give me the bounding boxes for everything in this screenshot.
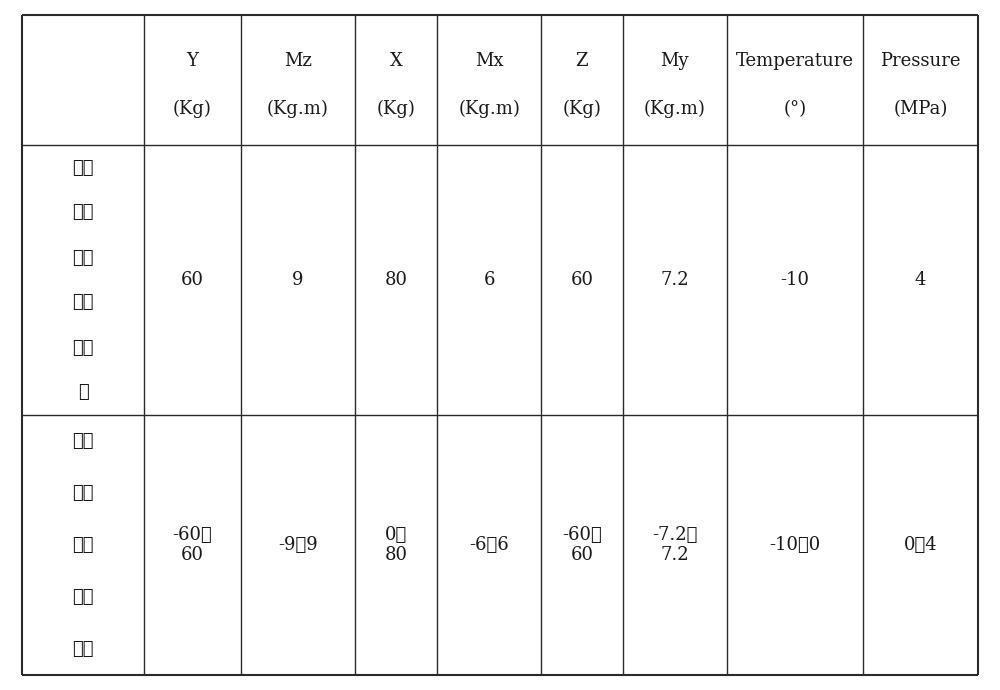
Text: 0～
80: 0～ 80 [385,526,408,564]
Text: 6: 6 [483,271,495,289]
Text: 7.2: 7.2 [660,271,689,289]
Text: (Kg.m): (Kg.m) [458,99,520,118]
Text: My: My [661,52,689,70]
Text: Pressure: Pressure [880,52,961,70]
Text: -7.2～
7.2: -7.2～ 7.2 [652,526,697,564]
Text: 试验: 试验 [72,159,94,177]
Text: X: X [390,52,403,70]
Text: -10～0: -10～0 [769,536,821,554]
Text: Temperature: Temperature [736,52,854,70]
Text: 模型: 模型 [72,204,94,221]
Text: -6～6: -6～6 [469,536,509,554]
Text: 限载: 限载 [72,339,94,357]
Text: (Kg): (Kg) [563,99,601,118]
Text: (Kg): (Kg) [377,99,416,118]
Text: 80: 80 [385,271,408,289]
Text: 的极: 的极 [72,293,94,311]
Text: (°): (°) [783,99,807,117]
Text: 承受: 承受 [72,248,94,266]
Text: 4: 4 [915,271,926,289]
Text: (Kg): (Kg) [173,99,212,118]
Text: 天平: 天平 [72,484,94,502]
Text: 荷: 荷 [78,384,89,402]
Text: -60～
60: -60～ 60 [173,526,212,564]
Text: 推力: 推力 [72,432,94,450]
Text: Mz: Mz [284,52,312,70]
Text: 载荷: 载荷 [72,588,94,606]
Text: 60: 60 [570,271,593,289]
Text: (Kg.m): (Kg.m) [644,99,706,118]
Text: (Kg.m): (Kg.m) [267,99,329,118]
Text: Y: Y [187,52,198,70]
Text: 9: 9 [292,271,304,289]
Text: Z: Z [576,52,588,70]
Text: -9～9: -9～9 [278,536,318,554]
Text: Mx: Mx [475,52,503,70]
Text: (MPa): (MPa) [893,99,948,117]
Text: 60: 60 [181,271,204,289]
Text: 范围: 范围 [72,640,94,658]
Text: -10: -10 [780,271,809,289]
Text: 校准: 校准 [72,536,94,554]
Text: -60～
60: -60～ 60 [562,526,602,564]
Text: 0～4: 0～4 [904,536,937,554]
